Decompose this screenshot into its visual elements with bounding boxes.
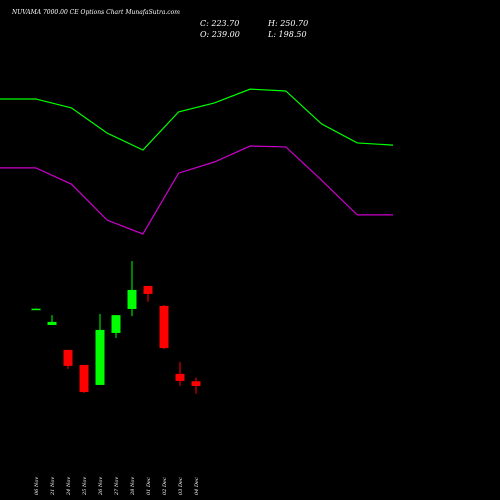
x-tick-label: 21 Nov [50, 477, 56, 496]
close-info: C: 223.70 [200, 19, 239, 28]
candle-body [63, 349, 73, 366]
x-tick-label: 24 Nov [66, 477, 72, 496]
indicator-line [0, 145, 393, 235]
x-tick-label: 02 Dec [162, 477, 168, 495]
x-tick-label: 01 Dec [146, 477, 152, 495]
candle-body [31, 308, 41, 311]
indicator-line [0, 88, 394, 151]
candle-body [159, 305, 169, 349]
x-tick-label: 25 Nov [82, 477, 88, 496]
candle-body [95, 329, 105, 385]
candle-body [191, 381, 201, 386]
x-tick-label: 06 Nov [34, 477, 40, 495]
candle-body [47, 321, 57, 325]
x-tick-label: 26 Nov [98, 477, 104, 496]
candle-body [127, 289, 137, 309]
x-tick-label: 03 Dec [178, 477, 184, 495]
candle-body [79, 364, 89, 393]
chart-title: NUVAMA 7000.00 CE Options Chart MunafaSu… [11, 9, 180, 16]
open-info: O: 239.00 [200, 30, 240, 39]
candle-body [175, 373, 185, 381]
candle-body [111, 315, 121, 333]
low-info: L: 198.50 [267, 30, 307, 39]
x-tick-label: 27 Nov [114, 477, 120, 496]
x-tick-label: 04 Dec [194, 477, 200, 495]
x-tick-label: 28 Nov [130, 477, 136, 496]
candle-body [143, 285, 153, 294]
high-info: H: 250.70 [267, 19, 308, 28]
